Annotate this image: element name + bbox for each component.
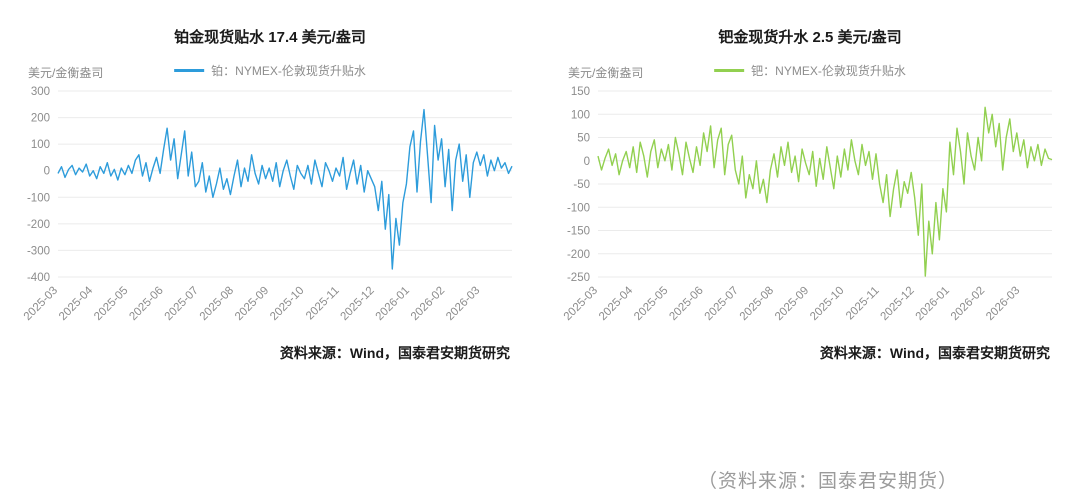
svg-text:2025-10: 2025-10: [268, 285, 306, 323]
svg-text:-250: -250: [567, 272, 590, 284]
svg-text:2026-01: 2026-01: [914, 285, 952, 323]
svg-text:300: 300: [31, 86, 50, 98]
palladium-legend-item: 钯：NYMEX-伦敦现货升贴水: [714, 62, 906, 79]
svg-text:2025-11: 2025-11: [304, 285, 342, 323]
svg-text:2025-09: 2025-09: [233, 285, 271, 323]
svg-text:2025-04: 2025-04: [597, 284, 636, 323]
platinum-chart-title: 铂金现货贴水 17.4 美元/盎司: [174, 29, 366, 46]
svg-text:-400: -400: [27, 272, 50, 284]
svg-text:-200: -200: [567, 249, 590, 261]
svg-text:2025-09: 2025-09: [773, 285, 811, 323]
svg-text:2025-04: 2025-04: [57, 284, 96, 323]
svg-text:2025-06: 2025-06: [667, 285, 705, 323]
charts-row: 铂金现货贴水 17.4 美元/盎司 美元/金衡盎司 铂：NYMEX-伦敦现货升贴…: [0, 12, 1080, 363]
svg-text:-150: -150: [567, 226, 590, 238]
palladium-legend-label: 钯：NYMEX-伦敦现货升贴水: [751, 64, 906, 78]
svg-text:2025-08: 2025-08: [738, 285, 776, 323]
svg-text:0: 0: [44, 166, 50, 178]
footer-source: （资料来源：国泰君安期货）: [698, 471, 959, 492]
svg-text:2026-02: 2026-02: [409, 285, 447, 323]
svg-text:2025-10: 2025-10: [808, 285, 846, 323]
svg-text:-100: -100: [27, 192, 50, 204]
platinum-legend-line-swatch: [174, 69, 205, 72]
platinum-source-note: 资料来源：Wind，国泰君安期货研究: [279, 345, 510, 361]
svg-text:2025-12: 2025-12: [338, 285, 376, 323]
platinum-chart-panel: 铂金现货贴水 17.4 美元/盎司 美元/金衡盎司 铂：NYMEX-伦敦现货升贴…: [0, 12, 540, 363]
svg-text:2025-07: 2025-07: [703, 285, 741, 323]
platinum-line-chart: 300 200 100 0 -100 -200 -300 -4002025-032025-04…: [22, 86, 513, 323]
svg-text:2025-08: 2025-08: [198, 285, 236, 323]
svg-text:2026-03: 2026-03: [444, 285, 482, 323]
svg-text:-300: -300: [27, 245, 50, 257]
svg-text:2025-12: 2025-12: [878, 285, 916, 323]
svg-text:-50: -50: [573, 179, 590, 191]
palladium-legend-line-swatch: [714, 69, 745, 72]
y-axis-unit-label: 美元/金衡盎司: [568, 66, 644, 80]
svg-text:2025-06: 2025-06: [127, 285, 165, 323]
palladium-chart-title: 钯金现货升水 2.5 美元/盎司: [718, 29, 902, 46]
svg-text:200: 200: [31, 113, 50, 125]
palladium-legend-row: 美元/金衡盎司 钯：NYMEX-伦敦现货升贴水: [540, 59, 1080, 83]
svg-text:-100: -100: [567, 202, 590, 214]
y-axis-unit-label: 美元/金衡盎司: [28, 66, 104, 80]
svg-text:-200: -200: [27, 219, 50, 231]
svg-text:2026-01: 2026-01: [374, 285, 412, 323]
platinum-legend-item: 铂：NYMEX-伦敦现货升贴水: [174, 62, 366, 79]
svg-text:2025-07: 2025-07: [163, 285, 201, 323]
svg-text:0: 0: [584, 156, 590, 168]
palladium-line-chart: 150100500-50-100-150-200-2502025-032025-…: [562, 86, 1053, 323]
svg-text:2025-03: 2025-03: [22, 285, 60, 323]
platinum-legend-label: 铂：NYMEX-伦敦现货升贴水: [211, 64, 366, 78]
svg-text:2025-05: 2025-05: [92, 285, 130, 323]
svg-text:2026-03: 2026-03: [984, 285, 1022, 323]
svg-text:2026-02: 2026-02: [949, 285, 987, 323]
svg-text:2025-03: 2025-03: [562, 285, 600, 323]
palladium-chart-panel: 钯金现货升水 2.5 美元/盎司 美元/金衡盎司 钯：NYMEX-伦敦现货升贴水…: [540, 12, 1080, 363]
svg-text:150: 150: [571, 86, 590, 98]
svg-text:2025-05: 2025-05: [632, 285, 670, 323]
platinum-legend-row: 美元/金衡盎司 铂：NYMEX-伦敦现货升贴水: [0, 59, 540, 83]
svg-text:100: 100: [571, 109, 590, 121]
svg-text:50: 50: [577, 133, 590, 145]
svg-text:100: 100: [31, 139, 50, 151]
svg-text:2025-11: 2025-11: [844, 285, 882, 323]
palladium-source-note: 资料来源：Wind，国泰君安期货研究: [819, 345, 1050, 361]
